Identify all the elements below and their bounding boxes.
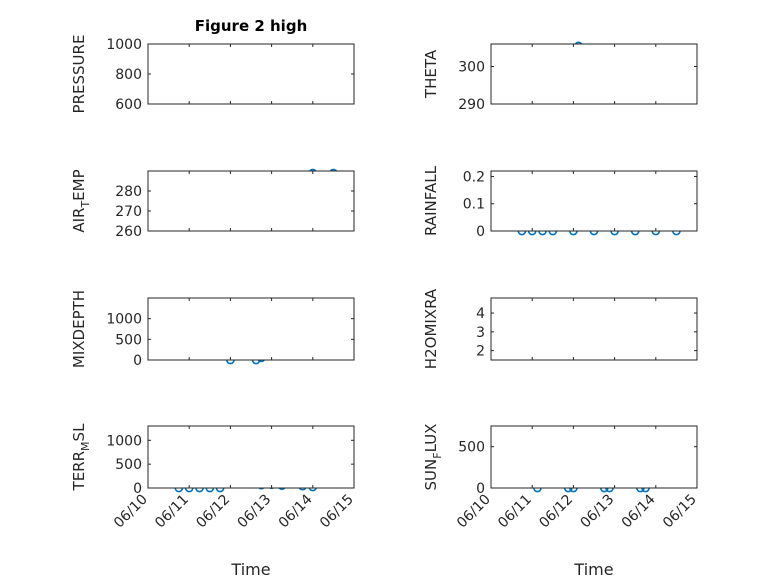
y-tick-label: 800 [115, 67, 142, 83]
x-axis-label: Time [573, 560, 613, 579]
subplot-1: 600 800 1000 PRESSURE Figure 2 high [70, 17, 355, 114]
y-tick-label: 0 [476, 481, 485, 497]
y-tick-label: 0.2 [463, 169, 485, 185]
y-tick-label: 280 [115, 184, 142, 200]
subplot-3: 260 270 280 AIRTEMP [70, 168, 355, 240]
y-tick-label: 260 [115, 224, 142, 240]
y-tick-label: 1000 [106, 37, 142, 53]
subplot-2: 290 300 THETA [422, 41, 698, 113]
y-axis-label: THETA [422, 49, 440, 99]
axes-frame [147, 425, 355, 489]
axes-frame [147, 297, 355, 361]
axes-frame [147, 170, 355, 232]
subplot-5: 0 500 1000 MIXDEPTH [70, 290, 355, 369]
y-tick-label: 500 [115, 457, 142, 473]
y-tick-label: 0 [133, 481, 142, 497]
y-axis-label: TERRMSL [70, 423, 92, 492]
axes-frame [490, 170, 698, 232]
subplot-4: 0 0.1 0.2 RAINFALL [422, 165, 698, 240]
axes-frame [147, 43, 355, 105]
axes-frame [490, 43, 698, 105]
y-axis-label: H2OMIXRA [422, 288, 440, 369]
y-tick-label: 600 [115, 97, 142, 113]
y-tick-label: 300 [458, 60, 485, 76]
y-tick-label: 290 [458, 97, 485, 113]
y-tick-label: 0 [476, 224, 485, 240]
y-tick-label: 1000 [106, 433, 142, 449]
y-tick-label: 1000 [106, 312, 142, 328]
y-tick-label: 0.1 [463, 197, 485, 213]
y-tick-label: 500 [458, 440, 485, 456]
y-tick-label: 3 [476, 325, 485, 341]
y-tick-label: 2 [476, 344, 485, 360]
y-tick-label: 4 [476, 306, 485, 322]
subplot-6: 2 3 4 H2OMIXRA [422, 288, 698, 369]
y-axis-label: PRESSURE [70, 35, 88, 114]
y-axis-label: RAINFALL [422, 165, 440, 236]
y-tick-label: 500 [115, 332, 142, 348]
y-axis-label: AIRTEMP [70, 169, 92, 232]
axes-frame [490, 297, 698, 361]
x-axis-label: Time [230, 560, 270, 579]
chart-title: Figure 2 high [195, 17, 308, 35]
y-axis-label: MIXDEPTH [70, 290, 88, 368]
y-tick-label: 0 [133, 353, 142, 369]
y-tick-label: 270 [115, 204, 142, 220]
axes-frame [490, 425, 698, 489]
y-axis-label: SUNFLUX [422, 424, 444, 491]
